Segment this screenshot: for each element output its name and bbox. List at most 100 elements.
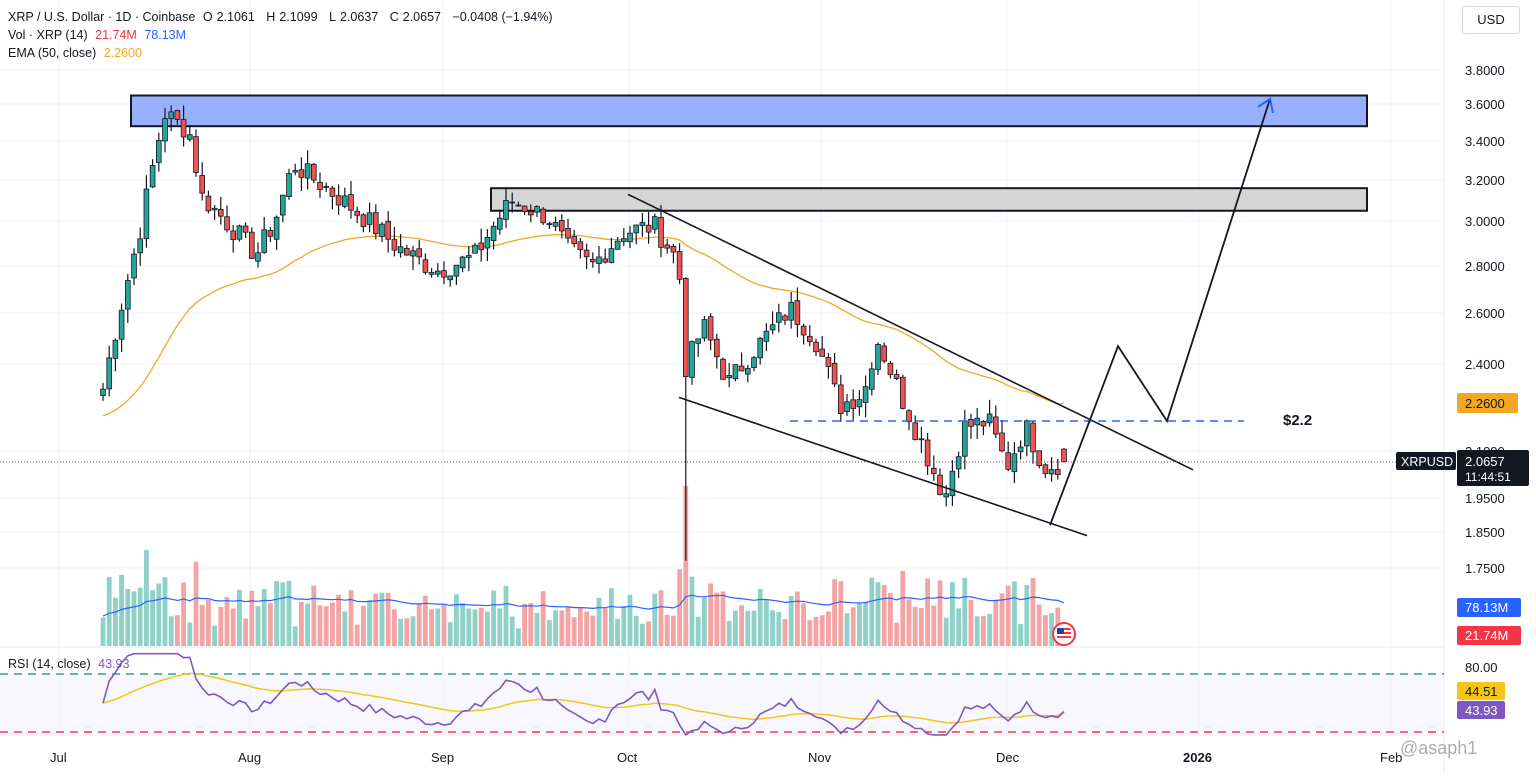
candle-body (577, 241, 584, 251)
candle-body (645, 224, 652, 233)
volume-bar (863, 601, 868, 646)
volume-bar (354, 624, 360, 646)
volume-bar (596, 598, 602, 646)
volume-bar (454, 594, 459, 646)
candle-body (248, 231, 255, 259)
volume-bar (553, 610, 558, 646)
high-value: 2.1099 (279, 10, 318, 24)
candle-body (205, 195, 212, 212)
volume-bar (187, 622, 193, 646)
candle-body (1048, 469, 1055, 475)
volume-bar (509, 616, 515, 646)
volume-bar (807, 620, 813, 646)
projection-arrowhead (1257, 97, 1274, 114)
volume-bar (503, 585, 509, 646)
candle-body (887, 362, 894, 375)
candle-body (441, 270, 447, 278)
candle-layer (100, 105, 1067, 561)
candle-body (850, 399, 856, 409)
candle-body (242, 225, 249, 233)
candle-body (968, 418, 974, 427)
currency-button[interactable]: USD (1462, 6, 1520, 34)
candle-body (434, 270, 441, 275)
candle-body (465, 255, 472, 258)
volume-bar (912, 606, 918, 646)
rsi-legend[interactable]: RSI (14, close) 43.93 (8, 657, 133, 671)
volume-bar (466, 608, 472, 646)
volume-bar (578, 607, 583, 646)
ema-badge-text: 2.2600 (1465, 396, 1505, 411)
candle-body (565, 227, 571, 239)
volume-bar (621, 606, 627, 646)
volume-bar (683, 486, 689, 646)
volume-bar (119, 574, 124, 646)
us-flag-icon[interactable] (1052, 622, 1076, 646)
low-label: L (329, 10, 336, 24)
price-axis[interactable]: 3.8000 3.6000 3.4000 3.2000 3.0000 2.800… (1396, 63, 1529, 645)
ohlc-low: L 2.0637 (329, 10, 382, 24)
volume-bar (348, 590, 354, 646)
time-tick: 2026 (1183, 750, 1212, 765)
volume-bar (1049, 612, 1054, 646)
candle-body (893, 374, 900, 379)
volume-bar (547, 620, 552, 646)
candle-body (602, 258, 608, 263)
volume-bar (881, 584, 887, 646)
price-tick: 2.6000 (1465, 306, 1505, 321)
support-label: $2.2 (1283, 412, 1312, 429)
candle-body (726, 375, 732, 379)
candle-body (695, 338, 701, 344)
candle-body (912, 422, 918, 440)
price-tick: 1.9500 (1465, 491, 1505, 506)
candle-body (782, 315, 788, 321)
price-tick: 3.6000 (1465, 97, 1505, 112)
volume-bar (652, 593, 658, 646)
candle-body (813, 341, 819, 353)
volume-bar (305, 603, 310, 646)
candle-body (379, 223, 385, 237)
volume-bar (1018, 624, 1023, 646)
candle-body (180, 119, 187, 138)
candle-body (509, 201, 515, 204)
volume-bar (218, 606, 224, 646)
candle-body (447, 275, 453, 281)
candle-body (757, 337, 763, 359)
ema-legend[interactable]: EMA (50, close) 2.2600 (8, 46, 146, 60)
time-axis[interactable]: Jul Aug Sep Oct Nov Dec 2026 Feb (50, 750, 1402, 765)
volume-bar (609, 588, 614, 646)
candle-body (906, 410, 912, 423)
candle-body (844, 401, 850, 412)
price-tick: 1.8500 (1465, 525, 1505, 540)
volume-bar (819, 615, 825, 646)
volume-bar (900, 571, 906, 646)
candle-body (701, 319, 708, 339)
price-tick: 2.4000 (1465, 357, 1505, 372)
candle-body (137, 238, 144, 254)
volume-bar (956, 608, 961, 646)
volume-bar (627, 594, 633, 646)
candle-body (317, 182, 323, 190)
volume-bar (714, 592, 720, 646)
volume-bar (206, 599, 211, 646)
volume-legend[interactable]: Vol · XRP (14) 21.74M 78.13M (8, 28, 190, 42)
rsi-axis[interactable]: 80.00 44.51 43.93 (1457, 660, 1505, 719)
candle-body (310, 163, 317, 181)
volume-bar (144, 550, 149, 646)
candle-body (298, 169, 305, 178)
volume-bar (974, 616, 980, 646)
volume-bar (416, 603, 422, 646)
candle-body (831, 362, 838, 385)
volume-bar (379, 592, 385, 646)
candle-body (1061, 448, 1067, 463)
volume-bar (1005, 585, 1011, 646)
candle-body (838, 384, 844, 415)
volume-bar (528, 603, 534, 646)
candle-body (515, 204, 522, 207)
candle-body (751, 357, 757, 368)
rsi-badge (1457, 701, 1505, 719)
volume-bar (404, 618, 410, 646)
symbol-legend[interactable]: XRP / U.S. Dollar · 1D · Coinbase O 2.106… (8, 10, 557, 24)
candle-body (224, 216, 230, 231)
volume-bar (150, 590, 155, 646)
